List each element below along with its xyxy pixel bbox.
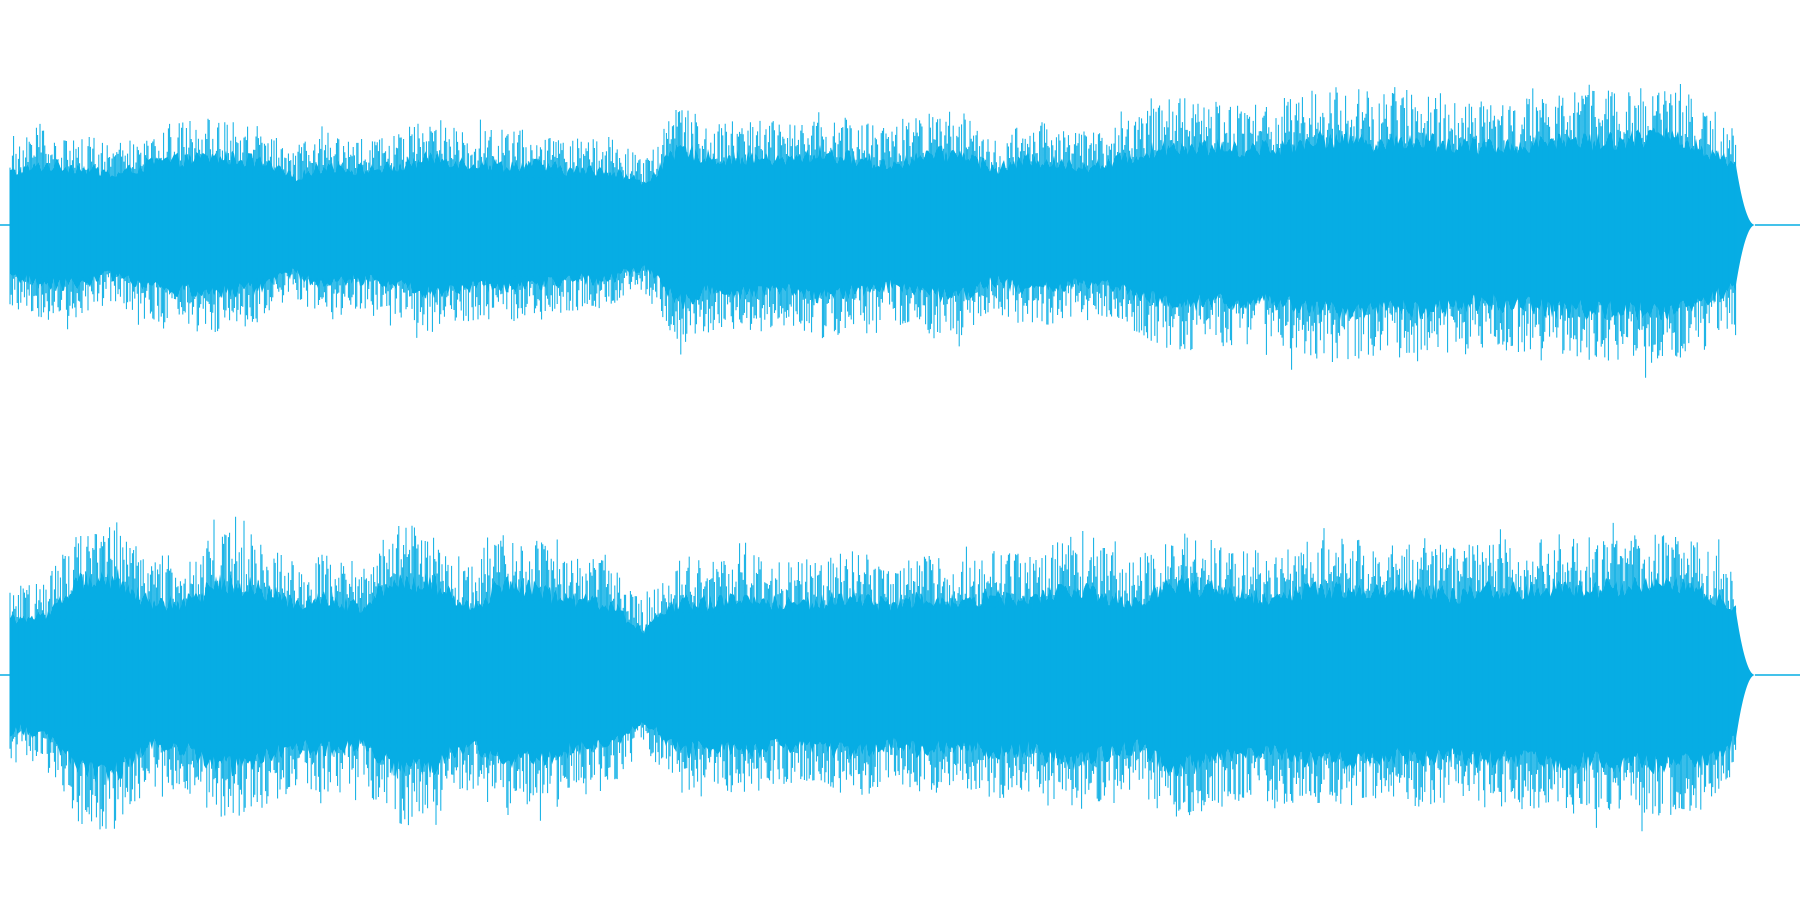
waveform-channel-2 bbox=[0, 516, 1800, 832]
waveform-peaks bbox=[9, 84, 1737, 378]
waveform-channel-1 bbox=[0, 84, 1800, 378]
waveform-peaks bbox=[9, 516, 1737, 832]
